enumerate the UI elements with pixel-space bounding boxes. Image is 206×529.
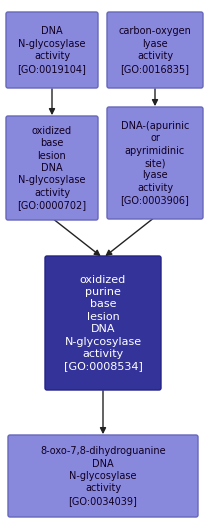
Text: 8-oxo-7,8-dihydroguanine
DNA
N-glycosylase
activity
[GO:0034039]: 8-oxo-7,8-dihydroguanine DNA N-glycosyla… (40, 446, 166, 506)
FancyBboxPatch shape (6, 12, 98, 88)
FancyBboxPatch shape (6, 116, 98, 220)
Text: DNA-(apurinic
or
apyrimidinic
site)
lyase
activity
[GO:0003906]: DNA-(apurinic or apyrimidinic site) lyas… (121, 121, 190, 205)
Text: oxidized
purine
base
lesion
DNA
N-glycosylase
activity
[GO:0008534]: oxidized purine base lesion DNA N-glycos… (64, 275, 142, 371)
Text: carbon-oxygen
lyase
activity
[GO:0016835]: carbon-oxygen lyase activity [GO:0016835… (119, 26, 191, 74)
Text: DNA
N-glycosylase
activity
[GO:0019104]: DNA N-glycosylase activity [GO:0019104] (18, 26, 87, 74)
FancyBboxPatch shape (8, 435, 198, 517)
FancyBboxPatch shape (107, 12, 203, 88)
Text: oxidized
base
lesion
DNA
N-glycosylase
activity
[GO:0000702]: oxidized base lesion DNA N-glycosylase a… (18, 126, 87, 210)
FancyBboxPatch shape (45, 256, 161, 390)
FancyBboxPatch shape (107, 107, 203, 219)
